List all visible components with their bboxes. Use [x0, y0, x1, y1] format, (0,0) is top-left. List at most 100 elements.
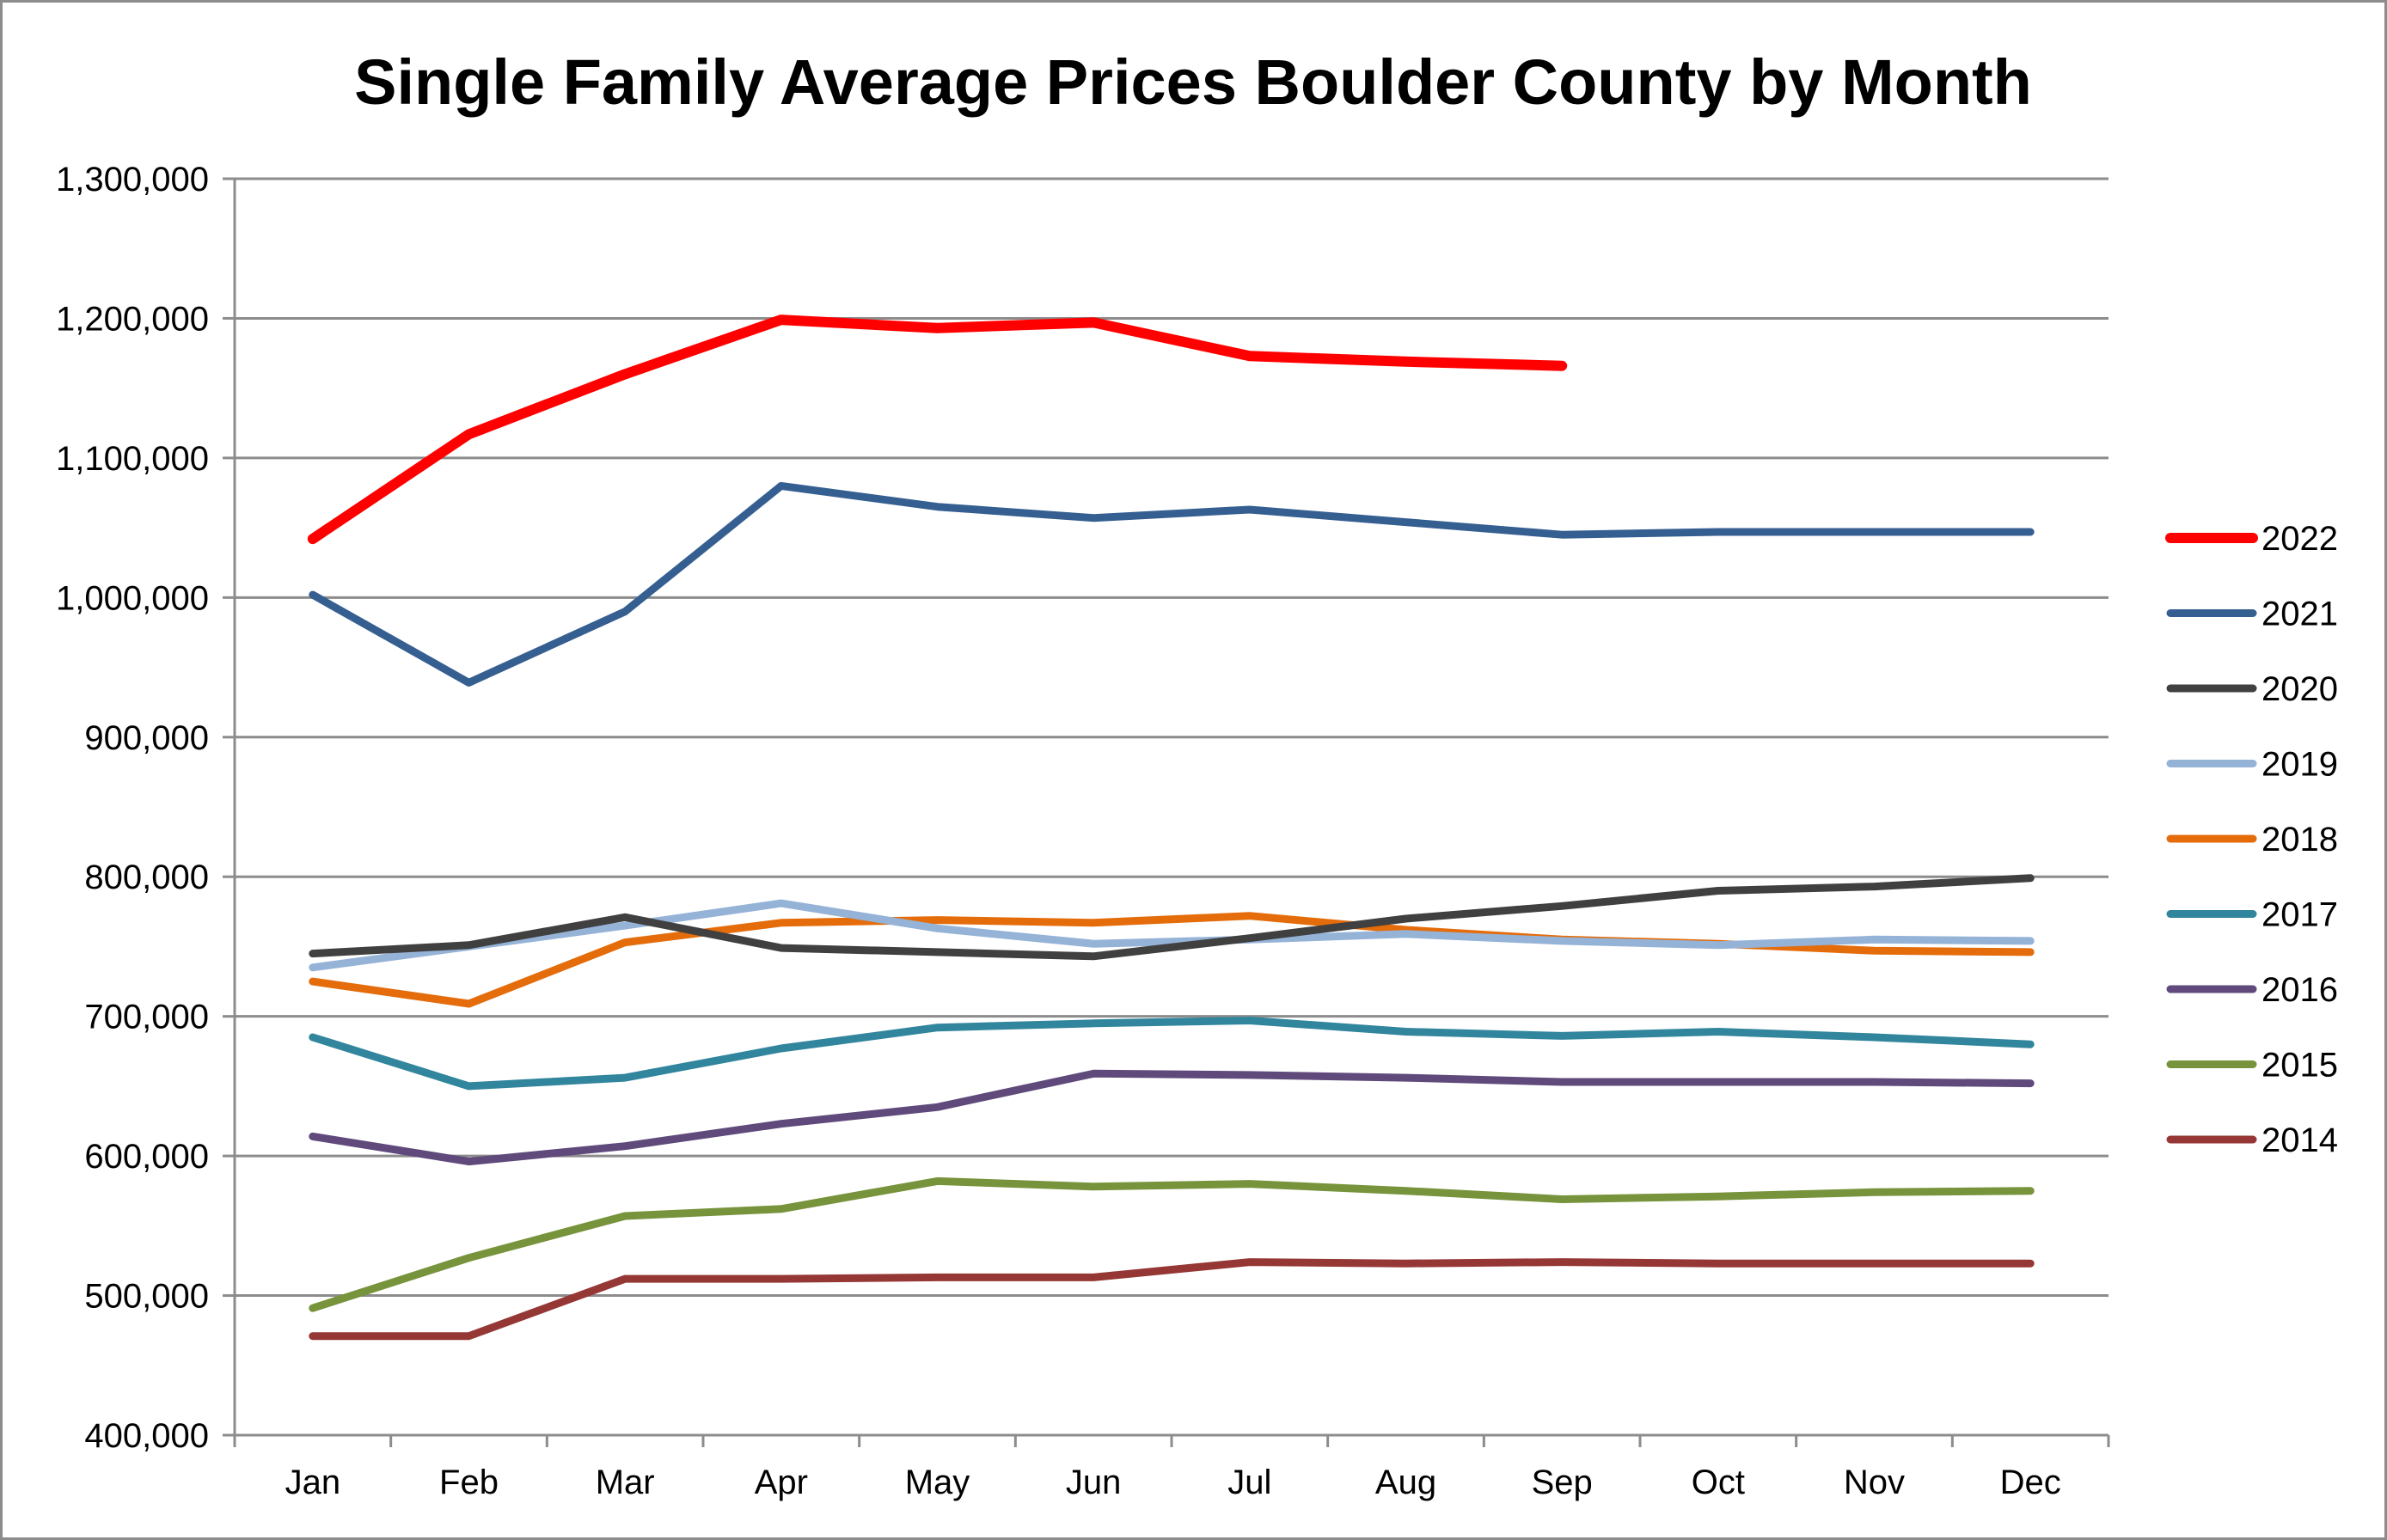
data-point-2014: [937, 1276, 939, 1278]
data-point-2021: [780, 485, 782, 486]
data-point-2020: [937, 951, 939, 953]
legend-label-2017: 2017: [2262, 896, 2338, 934]
legend-label-2014: 2014: [2262, 1121, 2338, 1159]
data-point-2017: [1093, 1023, 1094, 1024]
x-tick-label: Mar: [596, 1464, 655, 1501]
data-point-2016: [624, 1146, 626, 1147]
data-point-2022: [1405, 361, 1407, 363]
data-point-2018: [1874, 950, 1876, 951]
data-point-2021: [937, 506, 939, 508]
data-point-2019: [312, 967, 314, 969]
data-point-2020: [468, 944, 470, 946]
x-tick-label: Jul: [1227, 1464, 1271, 1501]
legend-label-2020: 2020: [2262, 670, 2338, 708]
data-point-2022: [780, 319, 782, 321]
x-tick-label: Nov: [1844, 1464, 1905, 1501]
data-point-2021: [1093, 517, 1094, 519]
data-point-2017: [468, 1085, 470, 1087]
data-point-2016: [1405, 1077, 1407, 1079]
data-point-2019: [2029, 940, 2031, 942]
y-tick-label: 400,000: [84, 1417, 209, 1455]
data-point-2017: [1249, 1020, 1251, 1022]
series-line-2017: [309, 1017, 2035, 1091]
data-point-2014: [780, 1278, 782, 1280]
data-point-2015: [780, 1208, 782, 1210]
data-point-2017: [1561, 1035, 1563, 1036]
data-point-2016: [1249, 1074, 1251, 1076]
legend-label-2021: 2021: [2262, 596, 2338, 633]
data-point-2017: [312, 1036, 314, 1038]
data-point-2017: [780, 1048, 782, 1049]
series-line-2022: [307, 315, 1568, 545]
y-tick-label: 700,000: [84, 999, 209, 1036]
data-point-2020: [312, 953, 314, 955]
data-point-2017: [1874, 1036, 1876, 1038]
data-point-2016: [1093, 1072, 1094, 1074]
data-point-2017: [1717, 1031, 1719, 1033]
data-point-2018: [468, 1003, 470, 1005]
y-tick-label: 1,100,000: [56, 440, 209, 478]
data-point-2019: [624, 925, 626, 926]
x-tick-label: Feb: [439, 1464, 499, 1501]
x-tick-label: May: [905, 1464, 970, 1501]
y-tick-label: 1,300,000: [56, 161, 209, 199]
data-point-2015: [1561, 1198, 1563, 1200]
data-point-2018: [624, 942, 626, 944]
data-point-2020: [1249, 938, 1251, 939]
x-tick-label: Jun: [1066, 1464, 1122, 1501]
x-tick-label: Aug: [1375, 1464, 1436, 1501]
data-point-2019: [1093, 943, 1094, 944]
y-tick-label: 500,000: [84, 1278, 209, 1316]
data-point-2016: [1561, 1081, 1563, 1083]
data-point-2015: [2029, 1190, 2031, 1192]
data-point-2016: [1874, 1081, 1876, 1083]
x-tick-label: Oct: [1692, 1464, 1745, 1501]
data-point-2015: [1405, 1190, 1407, 1192]
legend-label-2022: 2022: [2262, 520, 2338, 558]
data-point-2018: [937, 920, 939, 921]
data-point-2021: [1561, 534, 1563, 535]
data-point-2014: [312, 1335, 314, 1337]
data-point-2022: [624, 373, 626, 375]
data-point-2019: [1717, 944, 1719, 946]
data-point-2019: [1874, 938, 1876, 940]
data-point-2021: [468, 681, 470, 683]
data-point-2021: [1874, 531, 1876, 533]
data-point-2021: [2029, 531, 2031, 533]
series-line-2015: [309, 1176, 2035, 1312]
legend-label-2016: 2016: [2262, 971, 2338, 1009]
series-line-2016: [309, 1069, 2035, 1166]
data-point-2014: [1249, 1262, 1251, 1263]
data-point-2017: [624, 1077, 626, 1079]
data-point-2018: [2029, 951, 2031, 953]
data-point-2015: [624, 1215, 626, 1217]
x-tick-label: Dec: [2000, 1464, 2061, 1501]
chart-title: Single Family Average Prices Boulder Cou…: [354, 46, 2032, 118]
legend-label-2015: 2015: [2262, 1047, 2338, 1085]
series-lines: [307, 315, 2035, 1341]
data-point-2015: [937, 1180, 939, 1182]
data-point-2016: [1717, 1081, 1719, 1083]
data-point-2014: [2029, 1262, 2031, 1264]
x-tick-label: Sep: [1532, 1464, 1593, 1501]
data-point-2022: [937, 327, 939, 329]
y-tick-label: 1,000,000: [56, 579, 209, 617]
data-point-2019: [1561, 940, 1563, 942]
data-point-2014: [1874, 1262, 1876, 1264]
data-point-2020: [780, 947, 782, 949]
data-point-2022: [1249, 355, 1251, 357]
data-point-2022: [468, 433, 470, 435]
data-point-2021: [624, 611, 626, 613]
data-point-2021: [1405, 522, 1407, 523]
data-point-2019: [937, 927, 939, 929]
data-point-2020: [1093, 956, 1094, 957]
data-point-2017: [2029, 1043, 2031, 1045]
data-point-2020: [1561, 905, 1563, 907]
y-tick-label: 900,000: [84, 719, 209, 757]
data-point-2014: [1405, 1262, 1407, 1264]
data-point-2020: [624, 916, 626, 918]
data-point-2015: [312, 1307, 314, 1309]
data-point-2015: [1093, 1186, 1094, 1188]
data-point-2015: [1717, 1195, 1719, 1197]
